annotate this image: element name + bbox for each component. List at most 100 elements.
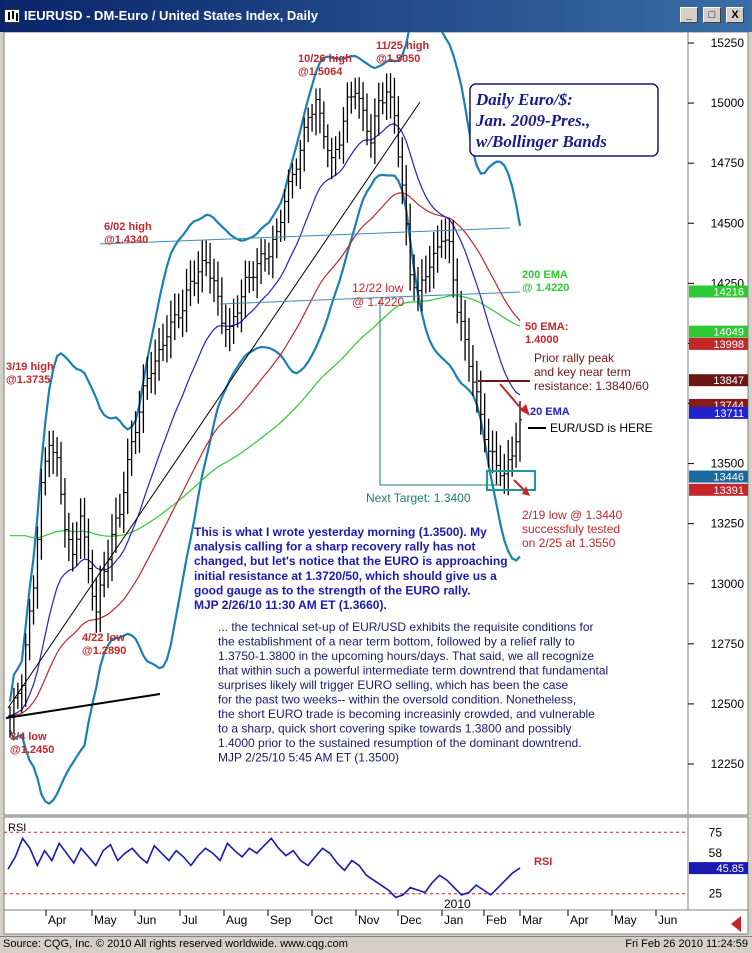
price-marker-label: 14216 bbox=[713, 287, 744, 299]
chart-title-line-2: Jan. 2009-Pres., bbox=[475, 111, 590, 130]
source-text: Source: CQG, Inc. © 2010 All rights rese… bbox=[3, 938, 348, 950]
price-bar bbox=[435, 225, 440, 273]
price-bar bbox=[23, 633, 28, 707]
price-bar bbox=[290, 163, 295, 199]
commentary-2-line: ... the technical set-up of EUR/USD exhi… bbox=[218, 620, 594, 634]
price-bar bbox=[239, 279, 244, 333]
annotation-10-26-high: 10/26 high bbox=[298, 53, 352, 65]
uptrend-line bbox=[7, 101, 421, 709]
price-bar bbox=[121, 471, 126, 533]
price-bar bbox=[302, 117, 307, 172]
price-bar bbox=[306, 107, 311, 143]
price-bar bbox=[172, 293, 177, 341]
price-bar bbox=[133, 411, 138, 454]
commentary-2-line: 1.4000 prior to the sustained resumption… bbox=[218, 736, 582, 750]
chart-title-box bbox=[469, 83, 659, 157]
price-bar bbox=[212, 258, 216, 303]
annotation-6-02-high: @1.4340 bbox=[104, 234, 148, 246]
maximize-button[interactable]: □ bbox=[703, 7, 721, 23]
timestamp-text: Fri Feb 26 2010 11:24:59 bbox=[625, 938, 748, 950]
price-bar bbox=[74, 521, 79, 567]
price-bar bbox=[419, 259, 424, 312]
scroll-arrow-icon[interactable] bbox=[731, 916, 741, 932]
price-bar bbox=[400, 137, 405, 205]
price-bar bbox=[31, 575, 36, 625]
price-marker-label: 13391 bbox=[713, 485, 744, 497]
close-button[interactable]: X bbox=[726, 7, 744, 23]
price-bar bbox=[235, 295, 240, 328]
commentary-2-line: MJP 2/25/10 5:45 AM ET (1.3500) bbox=[218, 751, 399, 765]
annotation-ema20: 20 EMA bbox=[530, 406, 570, 418]
price-bar bbox=[384, 73, 389, 121]
ema-200-line bbox=[10, 295, 521, 539]
commentary-2-line: the short EURO trade is becoming increas… bbox=[218, 707, 595, 721]
month-label: May bbox=[614, 913, 637, 927]
commentary-1-line: initial resistance at 1.3720/50, which s… bbox=[194, 569, 497, 583]
annotation-3-4-low: 3/4 low bbox=[10, 731, 47, 743]
rsi-current-label: 45.85 bbox=[716, 863, 744, 875]
price-bar bbox=[416, 267, 420, 312]
price-bar bbox=[357, 77, 362, 119]
moving-averages bbox=[9, 123, 521, 717]
status-bar: Source: CQG, Inc. © 2010 All rights rese… bbox=[0, 936, 752, 953]
price-bar bbox=[467, 317, 471, 382]
month-labels: Apr May Jun Jul Aug Sep Oct Nov Dec Jan Feb Mar Apr M… bbox=[45, 897, 741, 932]
rsi-series-label: RSI bbox=[534, 856, 552, 868]
month-label: Sep bbox=[270, 913, 292, 927]
price-bar bbox=[39, 468, 44, 560]
price-tick-label: 15250 bbox=[711, 36, 745, 50]
low-arrowhead bbox=[522, 486, 530, 496]
price-bar bbox=[514, 422, 519, 468]
annotation-next-target: Next Target: 1.3400 bbox=[366, 491, 471, 505]
time-axis bbox=[3, 909, 749, 935]
price-bar bbox=[251, 261, 256, 292]
month-label: Nov bbox=[358, 913, 379, 927]
price-marker-label: 13711 bbox=[714, 408, 744, 420]
price-bar bbox=[490, 430, 495, 474]
support-trendline bbox=[5, 693, 161, 719]
price-bar bbox=[392, 77, 397, 134]
resistance-arrow bbox=[499, 383, 525, 413]
price-tick-label: 13000 bbox=[711, 577, 745, 591]
price-bar bbox=[223, 304, 228, 348]
price-bar bbox=[376, 82, 381, 136]
price-marker-label: 14049 bbox=[713, 327, 744, 339]
price-bar bbox=[463, 299, 468, 361]
commentary: This is what I wrote yesterday morning (… bbox=[194, 525, 608, 765]
price-tick-label: 12500 bbox=[711, 697, 745, 711]
annotation-low-2-19: on 2/25 at 1.3550 bbox=[522, 536, 616, 550]
price-marker-box bbox=[689, 325, 748, 338]
price-bar bbox=[153, 339, 158, 395]
rsi-current-box bbox=[689, 862, 748, 875]
price-bar bbox=[47, 430, 52, 478]
commentary-2-line: surprises likely will trigger EURO selli… bbox=[218, 678, 568, 692]
price-bar bbox=[168, 300, 173, 359]
annotation-low-2-19: successfuly tested bbox=[522, 522, 620, 536]
month-label: Aug bbox=[226, 913, 247, 927]
month-label: Feb bbox=[486, 913, 507, 927]
price-tick-label: 12250 bbox=[711, 757, 745, 771]
rsi-tick-label: 75 bbox=[709, 825, 723, 839]
price-bar bbox=[102, 551, 107, 598]
annotation-3-19-high: 3/19 high bbox=[6, 361, 54, 373]
price-bar bbox=[388, 73, 393, 119]
price-bar bbox=[43, 447, 48, 496]
price-bar bbox=[474, 360, 479, 413]
price-bar bbox=[184, 268, 189, 333]
minimize-button[interactable]: _ bbox=[680, 7, 698, 23]
chart-title-line-1: Daily Euro/$: bbox=[475, 90, 573, 109]
price-bar bbox=[55, 437, 60, 477]
price-bar bbox=[325, 124, 330, 168]
price-bar bbox=[113, 497, 118, 553]
price-bar bbox=[51, 430, 56, 474]
price-bar bbox=[200, 240, 205, 293]
price-bar bbox=[341, 106, 346, 164]
month-label: Jan bbox=[444, 913, 463, 927]
price-bar bbox=[412, 254, 417, 301]
price-bar bbox=[470, 345, 475, 396]
price-bar bbox=[35, 526, 40, 609]
window-titlebar: IEURUSD - DM-Euro / United States Index,… bbox=[0, 0, 752, 32]
price-bar bbox=[62, 478, 67, 548]
price-bar bbox=[408, 203, 413, 291]
price-bar bbox=[447, 218, 452, 264]
